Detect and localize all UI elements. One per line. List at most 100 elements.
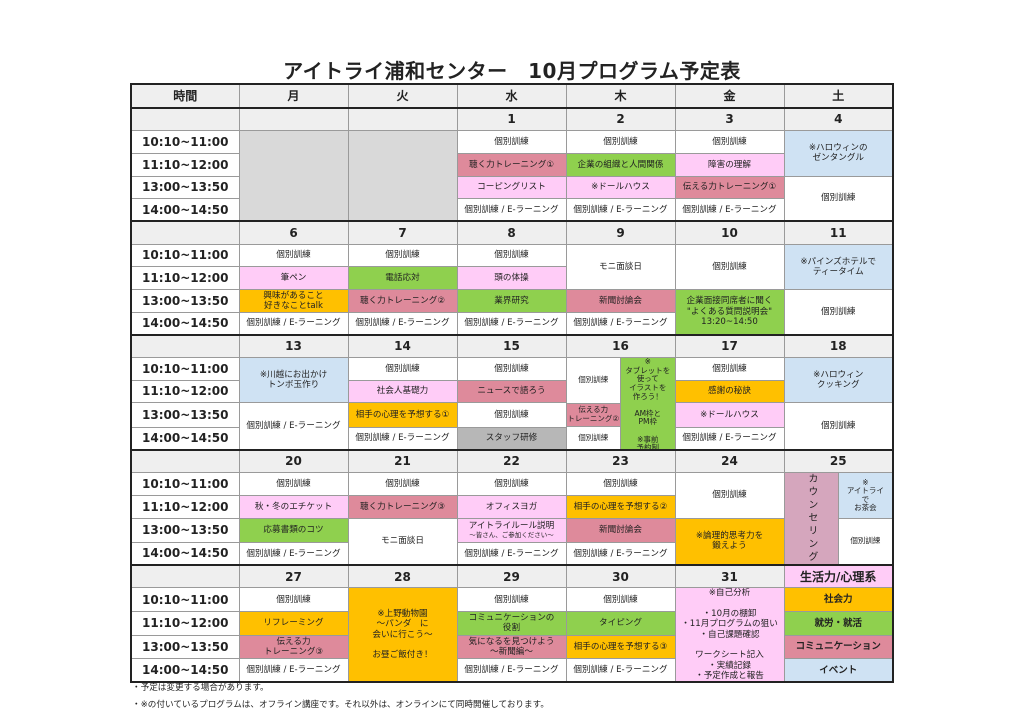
time-slot-label: 11:10~12:00 xyxy=(130,266,240,290)
program-cell: 新聞討論会 xyxy=(565,517,676,544)
program-cell: 個別訓練 / E-ラーニング xyxy=(565,658,676,683)
note-schedule-change: ・予定は変更する場合があります。 xyxy=(132,683,269,693)
split-day-cell: 個別訓練 伝える力 トレーニング② 個別訓練 ※ タブレットを 使って イラストを 作… xyxy=(565,357,676,451)
program-cell: 個別訓練 xyxy=(456,357,567,381)
weekday-header: 土 xyxy=(783,83,894,109)
program-cell: ニュースで語ろう xyxy=(456,379,567,404)
date-cell: 15 xyxy=(456,333,567,359)
schedule-table: 時間 月 火 水 木 金 土 1 2 3 4 10:10~11:00 個別訓練 個別訓練 個別… xyxy=(130,83,894,684)
program-sublabel: ～皆さん、ご参加ください～ xyxy=(469,530,554,539)
program-cell: 聴く力トレーニング② xyxy=(347,289,458,313)
program-cell: 頭の体操 xyxy=(456,266,567,290)
date-row-time-spacer xyxy=(130,449,240,474)
program-cell: 個別訓練 / E-ラーニング xyxy=(238,402,349,451)
date-cell: 9 xyxy=(565,220,676,245)
program-cell: 企業面接同席者に聞く "よくある質問説明会" 13:20~14:50 xyxy=(674,288,785,336)
split-day-cell: カウンセリング ※ アイトライ で お茶会 個別訓練 xyxy=(783,472,894,566)
program-label: 伝える力 トレーニング② xyxy=(567,405,620,423)
program-cell: 個別訓練 / E-ラーニング xyxy=(456,198,567,222)
program-cell: 個別訓練 xyxy=(567,358,620,403)
program-cell: 秋・冬のエチケット xyxy=(238,494,349,519)
time-slot-row: 10:10~11:00 個別訓練 個別訓練 個別訓練 個別訓練 個別訓練 カウンセリング ※ … xyxy=(130,472,894,566)
program-label: ※ アイトライ で お茶会 xyxy=(846,477,884,513)
program-cell: 個別訓練 / E-ラーニング xyxy=(238,658,349,683)
program-cell: コーピングリスト xyxy=(456,175,567,200)
date-cell: 21 xyxy=(347,449,458,474)
time-slot-row: 11:10~12:00 秋・冬のエチケット 聴く力トレーニング③ オフィスヨガ 相手の心… xyxy=(130,494,893,519)
program-cell: ※ドールハウス xyxy=(674,402,785,428)
date-cell: 28 xyxy=(347,564,458,589)
program-cell: オフィスヨガ xyxy=(456,494,567,519)
program-cell: タイピング xyxy=(565,611,676,636)
program-cell: 個別訓練 xyxy=(565,587,676,613)
time-slot-label: 14:00~14:50 xyxy=(130,542,240,566)
date-cell: 18 xyxy=(783,333,894,359)
no-program-cell xyxy=(238,130,349,222)
program-label: カウンセリング xyxy=(805,473,817,565)
program-cell: 個別訓練 xyxy=(674,357,785,381)
date-cell: 14 xyxy=(347,333,458,359)
program-cell: 個別訓練 / E-ラーニング xyxy=(456,542,567,566)
no-program-cell xyxy=(347,130,458,222)
weekday-header: 水 xyxy=(456,83,567,109)
time-slot-row: 13:00~13:50 興味があること 好きなことtalk 聴く力トレーニング② 業界… xyxy=(130,288,894,336)
date-row-time-spacer xyxy=(130,333,240,359)
weekday-header: 月 xyxy=(238,83,349,109)
program-cell: 個別訓練 xyxy=(347,243,458,268)
time-slot-row: 14:00~14:50 個別訓練 / E-ラーニング 個別訓練 / E-ラーニング個… xyxy=(130,198,893,222)
legend-item: コミュニケーション xyxy=(783,634,894,660)
program-cell: モニ面談日 xyxy=(347,517,458,566)
time-slot-label: 10:10~11:00 xyxy=(130,472,240,496)
program-cell: 業界研究 xyxy=(456,289,567,313)
program-cell: ※パインズホテルで ティータイム xyxy=(783,243,894,291)
time-slot-row: 10:10~11:00 個別訓練 ※上野動物園 ～パンダ に 会いに行こう～ お昼ご… xyxy=(130,587,894,683)
program-cell: コミュニケーションの 役割 xyxy=(456,611,567,636)
program-cell: 個別訓練 / E-ラーニング xyxy=(674,426,785,451)
program-cell: ※上野動物園 ～パンダ に 会いに行こう～ お昼ご飯付き！ xyxy=(347,587,458,683)
program-cell: ※ タブレットを 使って イラストを 作ろう！ AM枠と PM枠 ※事前 予約制 xyxy=(621,357,674,451)
date-cell: 11 xyxy=(783,220,894,245)
time-slot-row: 13:00~13:50 個別訓練 / E-ラーニング 相手の心理を予想する① 個別訓練… xyxy=(130,402,894,451)
program-label: ※ タブレットを 使って イラストを 作ろう！ AM枠と PM枠 ※事前 予約制 xyxy=(625,357,671,451)
program-cell: 電話応対 xyxy=(347,266,458,290)
legend-life-psychology: 生活力/心理系 xyxy=(783,564,894,589)
date-cell xyxy=(238,107,349,132)
date-cell: 16 xyxy=(565,333,676,359)
date-cell: 3 xyxy=(674,107,785,132)
program-cell: 個別訓練 xyxy=(456,243,567,268)
program-cell: 聴く力トレーニング① xyxy=(456,152,567,177)
legend-item: 就労・就活 xyxy=(783,611,894,636)
program-cell: 個別訓練 xyxy=(783,402,894,451)
time-slot-label: 13:00~13:50 xyxy=(130,289,240,313)
time-slot-row: 11:10~12:00 筆ペン 電話応対 頭の体操 xyxy=(130,266,893,290)
program-cell: 聴く力トレーニング③ xyxy=(347,494,458,519)
date-cell: 1 xyxy=(456,107,567,132)
program-cell: ※ハロウィン クッキング xyxy=(783,357,894,404)
date-cell: 20 xyxy=(238,449,349,474)
program-cell: 個別訓練 xyxy=(565,130,676,154)
date-cell: 13 xyxy=(238,333,349,359)
weekday-header: 火 xyxy=(347,83,458,109)
program-cell: 筆ペン xyxy=(238,266,349,290)
program-cell: スタッフ研修 xyxy=(456,426,567,451)
program-cell: ※川越にお出かけ トンボ玉作り xyxy=(238,357,349,404)
date-cell: 4 xyxy=(783,107,894,132)
program-cell: 伝える力トレーニング① xyxy=(674,175,785,200)
week-date-row: 27 28 29 30 31 生活力/心理系 xyxy=(130,564,894,589)
time-slot-label: 13:00~13:50 xyxy=(130,402,240,428)
date-row-time-spacer xyxy=(130,564,240,589)
week-date-row: 6 7 8 9 10 11 xyxy=(130,220,894,245)
weekday-header: 木 xyxy=(565,83,676,109)
program-cell: 個別訓練 xyxy=(565,472,676,496)
time-slot-row: 13:00~13:50 コーピングリスト ※ドールハウス 伝える力トレーニング① 個別訓… xyxy=(130,175,894,222)
time-slot-label: 14:00~14:50 xyxy=(130,311,240,336)
program-cell: 個別訓練 / E-ラーニング xyxy=(456,658,567,683)
date-cell: 2 xyxy=(565,107,676,132)
date-cell: 30 xyxy=(565,564,676,589)
date-cell: 27 xyxy=(238,564,349,589)
program-cell: ※ハロウィンの ゼンタングル xyxy=(783,130,894,177)
time-slot-label: 14:00~14:50 xyxy=(130,198,240,222)
time-slot-label: 14:00~14:50 xyxy=(130,426,240,451)
date-cell: 10 xyxy=(674,220,785,245)
time-slot-row: 10:10~11:00 個別訓練 個別訓練 個別訓練 モニ面談日 個別訓練 ※パインズホテル… xyxy=(130,243,894,291)
